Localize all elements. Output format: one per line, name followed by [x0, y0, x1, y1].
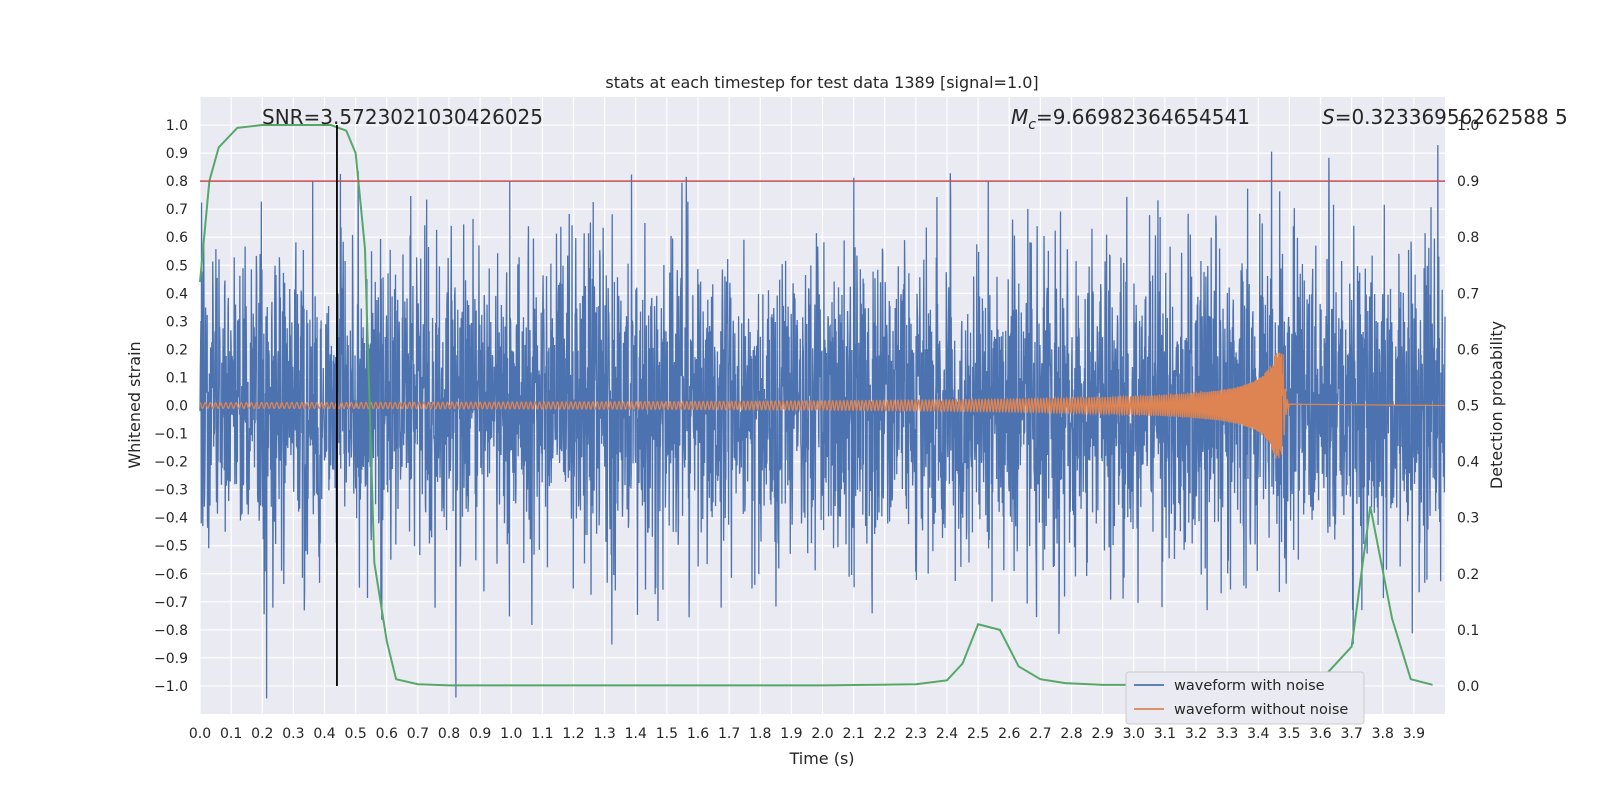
x-tick-label: 3.9 [1403, 726, 1425, 742]
y-tick-label: 1.0 [166, 118, 188, 134]
x-tick-label: 2.0 [811, 726, 833, 742]
y2-tick-label: 0.2 [1457, 567, 1479, 583]
chirp-mass-value: =9.66982364654541 [1036, 105, 1250, 129]
y-tick-label: −1.0 [154, 679, 188, 695]
x-tick-label: 3.3 [1216, 726, 1238, 742]
x-tick-label: 1.9 [780, 726, 802, 742]
x-tick-label: 0.1 [220, 726, 242, 742]
x-tick-label: 2.7 [1029, 726, 1051, 742]
x-tick-label: 3.0 [1123, 726, 1145, 742]
y-tick-label: 0.3 [166, 314, 188, 330]
y-tick-label: 0.0 [166, 399, 188, 415]
y-tick-label: −0.1 [154, 427, 188, 443]
y-tick-label: −0.9 [154, 651, 188, 667]
y-tick-label: 0.1 [166, 370, 188, 386]
y2-tick-label: 0.0 [1457, 679, 1479, 695]
chart-title: stats at each timestep for test data 138… [605, 73, 1038, 92]
x-tick-label: 0.2 [251, 726, 273, 742]
y2-axis-ticks: 1.0 0.9 0.8 0.7 0.6 0.5 0.4 0.3 0.2 0.1 0.0 [1457, 118, 1479, 695]
x-tick-label: 2.8 [1060, 726, 1082, 742]
y-tick-label: 0.2 [166, 342, 188, 358]
y-tick-label: 0.9 [166, 146, 188, 162]
snr-annotation: SNR=3.5723021030426025 [262, 105, 543, 129]
y-tick-label: −0.8 [154, 623, 188, 639]
x-tick-label: 1.4 [625, 726, 647, 742]
x-tick-label: 3.6 [1309, 726, 1331, 742]
y2-tick-label: 0.3 [1457, 511, 1479, 527]
legend: waveform with noise waveform without noi… [1125, 671, 1365, 725]
y-tick-label: 0.8 [166, 174, 188, 190]
y-tick-label: −0.5 [154, 539, 188, 555]
s-annotation: S=0.32336956262588 5 [1322, 105, 1568, 129]
chirp-mass-symbol: M [1011, 105, 1028, 129]
y-tick-label: 0.5 [166, 258, 188, 274]
x-tick-label: 2.2 [874, 726, 896, 742]
x-tick-label: 2.4 [936, 726, 958, 742]
y-tick-label: −0.6 [154, 567, 188, 583]
s-value: =0.32336956262588 5 [1335, 105, 1568, 129]
x-tick-label: 0.0 [189, 726, 211, 742]
x-tick-label: 0.3 [282, 726, 304, 742]
x-tick-label: 2.1 [842, 726, 864, 742]
x-tick-label: 1.1 [531, 726, 553, 742]
x-tick-label: 1.7 [718, 726, 740, 742]
legend-item-noise: waveform with noise [1174, 678, 1325, 694]
x-tick-label: 1.5 [656, 726, 678, 742]
x-axis-ticks: 0.0 0.1 0.2 0.3 0.4 0.5 0.6 0.7 0.8 0.9 1.0 1.1 1.2 1… [189, 726, 1425, 742]
x-tick-label: 1.3 [593, 726, 615, 742]
y-axis-label: Whitened strain [125, 341, 144, 468]
y2-tick-label: 0.1 [1457, 623, 1479, 639]
y-tick-label: 0.7 [166, 202, 188, 218]
noise-waveform-path [199, 145, 1446, 699]
y2-axis-label: Detection probability [1487, 321, 1506, 489]
chirp-mass-annotation: Mc=9.66982364654541 [1011, 105, 1250, 133]
x-tick-label: 3.7 [1340, 726, 1362, 742]
x-tick-label: 0.6 [376, 726, 398, 742]
y2-tick-label: 0.5 [1457, 399, 1479, 415]
y2-tick-label: 0.4 [1457, 455, 1479, 471]
x-tick-label: 3.4 [1247, 726, 1269, 742]
x-tick-label: 3.2 [1185, 726, 1207, 742]
chirp-mass-subscript: c [1028, 117, 1036, 133]
y-tick-label: −0.4 [154, 511, 188, 527]
x-tick-label: 0.7 [407, 726, 429, 742]
x-tick-label: 2.5 [967, 726, 989, 742]
x-tick-label: 3.5 [1278, 726, 1300, 742]
y2-tick-label: 0.6 [1457, 342, 1479, 358]
x-tick-label: 3.8 [1372, 726, 1394, 742]
legend-item-clean: waveform without noise [1174, 702, 1348, 718]
y-tick-label: 0.4 [166, 286, 188, 302]
x-tick-label: 1.8 [749, 726, 771, 742]
x-tick-label: 0.4 [313, 726, 335, 742]
y-tick-label: 0.6 [166, 230, 188, 246]
y-axis-ticks: 1.0 0.9 0.8 0.7 0.6 0.5 0.4 0.3 0.2 0.1 0.0 −0.1 −0.… [154, 118, 188, 695]
x-axis-label: Time (s) [788, 749, 854, 768]
y-tick-label: −0.7 [154, 595, 188, 611]
clean-waveform-path [199, 352, 1446, 459]
series-waveform-with-noise [199, 145, 1446, 699]
series-waveform-without-noise [199, 352, 1446, 459]
x-tick-label: 0.8 [438, 726, 460, 742]
y2-tick-label: 0.7 [1457, 286, 1479, 302]
x-tick-label: 1.2 [562, 726, 584, 742]
x-tick-label: 2.6 [998, 726, 1020, 742]
y-tick-label: −0.2 [154, 455, 188, 471]
y2-tick-label: 1.0 [1457, 118, 1479, 134]
legend-box [1125, 671, 1365, 725]
x-tick-label: 2.9 [1091, 726, 1113, 742]
y2-tick-label: 0.8 [1457, 230, 1479, 246]
x-tick-label: 0.9 [469, 726, 491, 742]
x-tick-label: 1.6 [687, 726, 709, 742]
x-tick-label: 3.1 [1154, 726, 1176, 742]
s-symbol: S [1322, 105, 1335, 129]
x-tick-label: 2.3 [905, 726, 927, 742]
x-tick-label: 1.0 [500, 726, 522, 742]
y-tick-label: −0.3 [154, 483, 188, 499]
x-tick-label: 0.5 [344, 726, 366, 742]
y2-tick-label: 0.9 [1457, 174, 1479, 190]
